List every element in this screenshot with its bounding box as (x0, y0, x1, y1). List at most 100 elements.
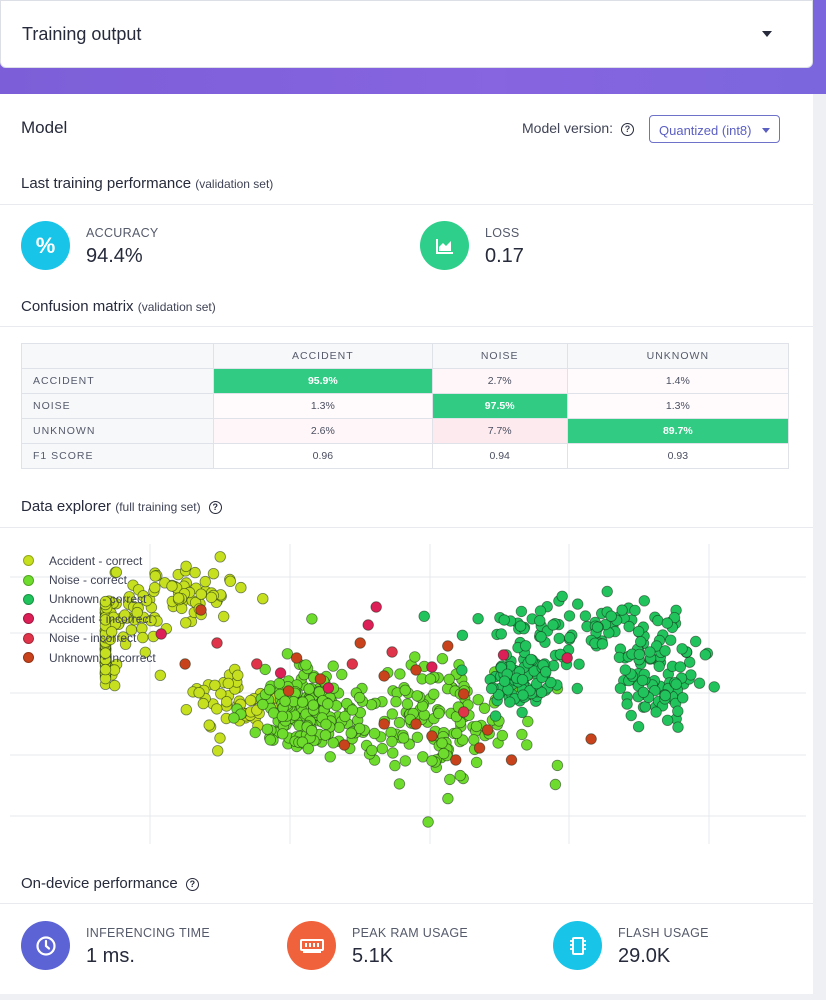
chevron-down-icon[interactable] (762, 31, 772, 37)
scatter-point (639, 596, 650, 607)
scatter-point (212, 746, 223, 757)
scatter-point (325, 752, 336, 763)
scatter-point (471, 757, 482, 768)
scatter-point (633, 721, 644, 732)
scatter-point (673, 722, 684, 733)
scatter-point (677, 644, 688, 655)
scatter-point (245, 695, 256, 706)
chip-icon (553, 921, 602, 970)
legend-item[interactable]: Accident - incorrect (23, 609, 156, 628)
scatter-point (620, 665, 631, 676)
legend-item[interactable]: Noise - correct (23, 570, 156, 589)
flash-usage-value: 29.0K (618, 945, 670, 968)
scatter-point (684, 657, 695, 668)
scatter-point (535, 615, 546, 626)
scatter-point (482, 725, 493, 736)
scatter-point (181, 704, 192, 715)
scatter-point (339, 740, 350, 751)
scatter-point (196, 605, 207, 616)
matrix-cell: 1.4% (567, 369, 788, 394)
scatter-point (387, 736, 398, 747)
scatter-point (301, 660, 312, 671)
legend-label: Noise - incorrect (49, 631, 136, 645)
help-icon[interactable]: ? (621, 123, 634, 136)
scatter-point (377, 743, 388, 754)
help-icon[interactable]: ? (186, 878, 199, 891)
scatter-point (471, 721, 482, 732)
scatter-point (274, 678, 285, 689)
on-device-title: On-device performance ? (21, 875, 199, 892)
scatter-point (208, 568, 219, 579)
scatter-point (369, 728, 380, 739)
row-header-unknown: UNKNOWN (22, 419, 214, 444)
scatter-point (212, 704, 223, 715)
scatter-point (250, 727, 261, 738)
scatter-point (564, 611, 575, 622)
scatter-point (506, 755, 517, 766)
scatter-point (307, 614, 318, 625)
legend-label: Accident - correct (49, 554, 142, 568)
scatter-point (180, 618, 191, 629)
scatter-point (194, 687, 205, 698)
legend-item[interactable]: Noise - incorrect (23, 629, 156, 648)
scatter-point (387, 709, 398, 720)
scatter-point (520, 641, 531, 652)
scatter-point (200, 576, 211, 587)
scatter-point (443, 793, 454, 804)
help-icon[interactable]: ? (209, 501, 222, 514)
scatter-point (444, 674, 455, 685)
data-explorer-subtitle: (full training set) (115, 500, 200, 514)
scatter-point (678, 693, 689, 704)
table-row: F1 SCORE 0.96 0.94 0.93 (22, 444, 789, 469)
scatter-point (320, 730, 331, 741)
scatter-point (218, 611, 229, 622)
scatter-point (473, 613, 484, 624)
table-row: UNKNOWN 2.6% 7.7% 89.7% (22, 419, 789, 444)
matrix-cell: 89.7% (567, 419, 788, 444)
scatter-point (346, 728, 357, 739)
scatter-point (637, 675, 648, 686)
matrix-cell: 2.6% (214, 419, 433, 444)
scatter-point (434, 708, 445, 719)
scatter-point (554, 633, 565, 644)
column-header-accident: ACCIDENT (214, 344, 433, 369)
scatter-point (190, 567, 201, 578)
scatter-point (215, 552, 226, 563)
scatter-point (167, 581, 178, 592)
area-chart-icon (420, 221, 469, 270)
scatter-point (181, 561, 192, 572)
scatter-point (640, 702, 651, 713)
matrix-cell: 1.3% (567, 394, 788, 419)
scatter-point (592, 622, 603, 633)
scatter-point (565, 632, 576, 643)
matrix-cell: 0.96 (214, 444, 433, 469)
scatter-point (398, 733, 409, 744)
scatter-point (516, 606, 527, 617)
scatter-point (518, 690, 529, 701)
model-card: Model Model version: ? Quantized (int8) … (0, 94, 813, 994)
last-training-title: Last training performance (validation se… (21, 175, 273, 192)
legend-item[interactable]: Unknown - correct (23, 590, 156, 609)
scatter-point (427, 731, 438, 742)
scatter-point (457, 630, 468, 641)
legend-item[interactable]: Unknown - incorrect (23, 648, 156, 667)
scatter-point (275, 668, 286, 679)
scatter-point (347, 659, 358, 670)
scatter-point (550, 779, 561, 790)
model-version-select[interactable]: Quantized (int8) (649, 115, 780, 143)
caret-down-icon (762, 128, 770, 133)
legend-marker (23, 613, 34, 624)
legend-label: Unknown - incorrect (49, 651, 156, 665)
last-training-title-text: Last training performance (21, 175, 191, 192)
scatter-point (156, 629, 167, 640)
scatter-point (552, 760, 563, 771)
scatter-point (574, 659, 585, 670)
scatter-point (635, 636, 646, 647)
scatter-point (548, 620, 559, 631)
matrix-cell: 1.3% (214, 394, 433, 419)
row-header-noise: NOISE (22, 394, 214, 419)
scatter-point (323, 683, 334, 694)
legend-item[interactable]: Accident - correct (23, 551, 156, 570)
training-output-panel-header[interactable]: Training output (0, 0, 813, 68)
scatter-point (662, 618, 673, 629)
